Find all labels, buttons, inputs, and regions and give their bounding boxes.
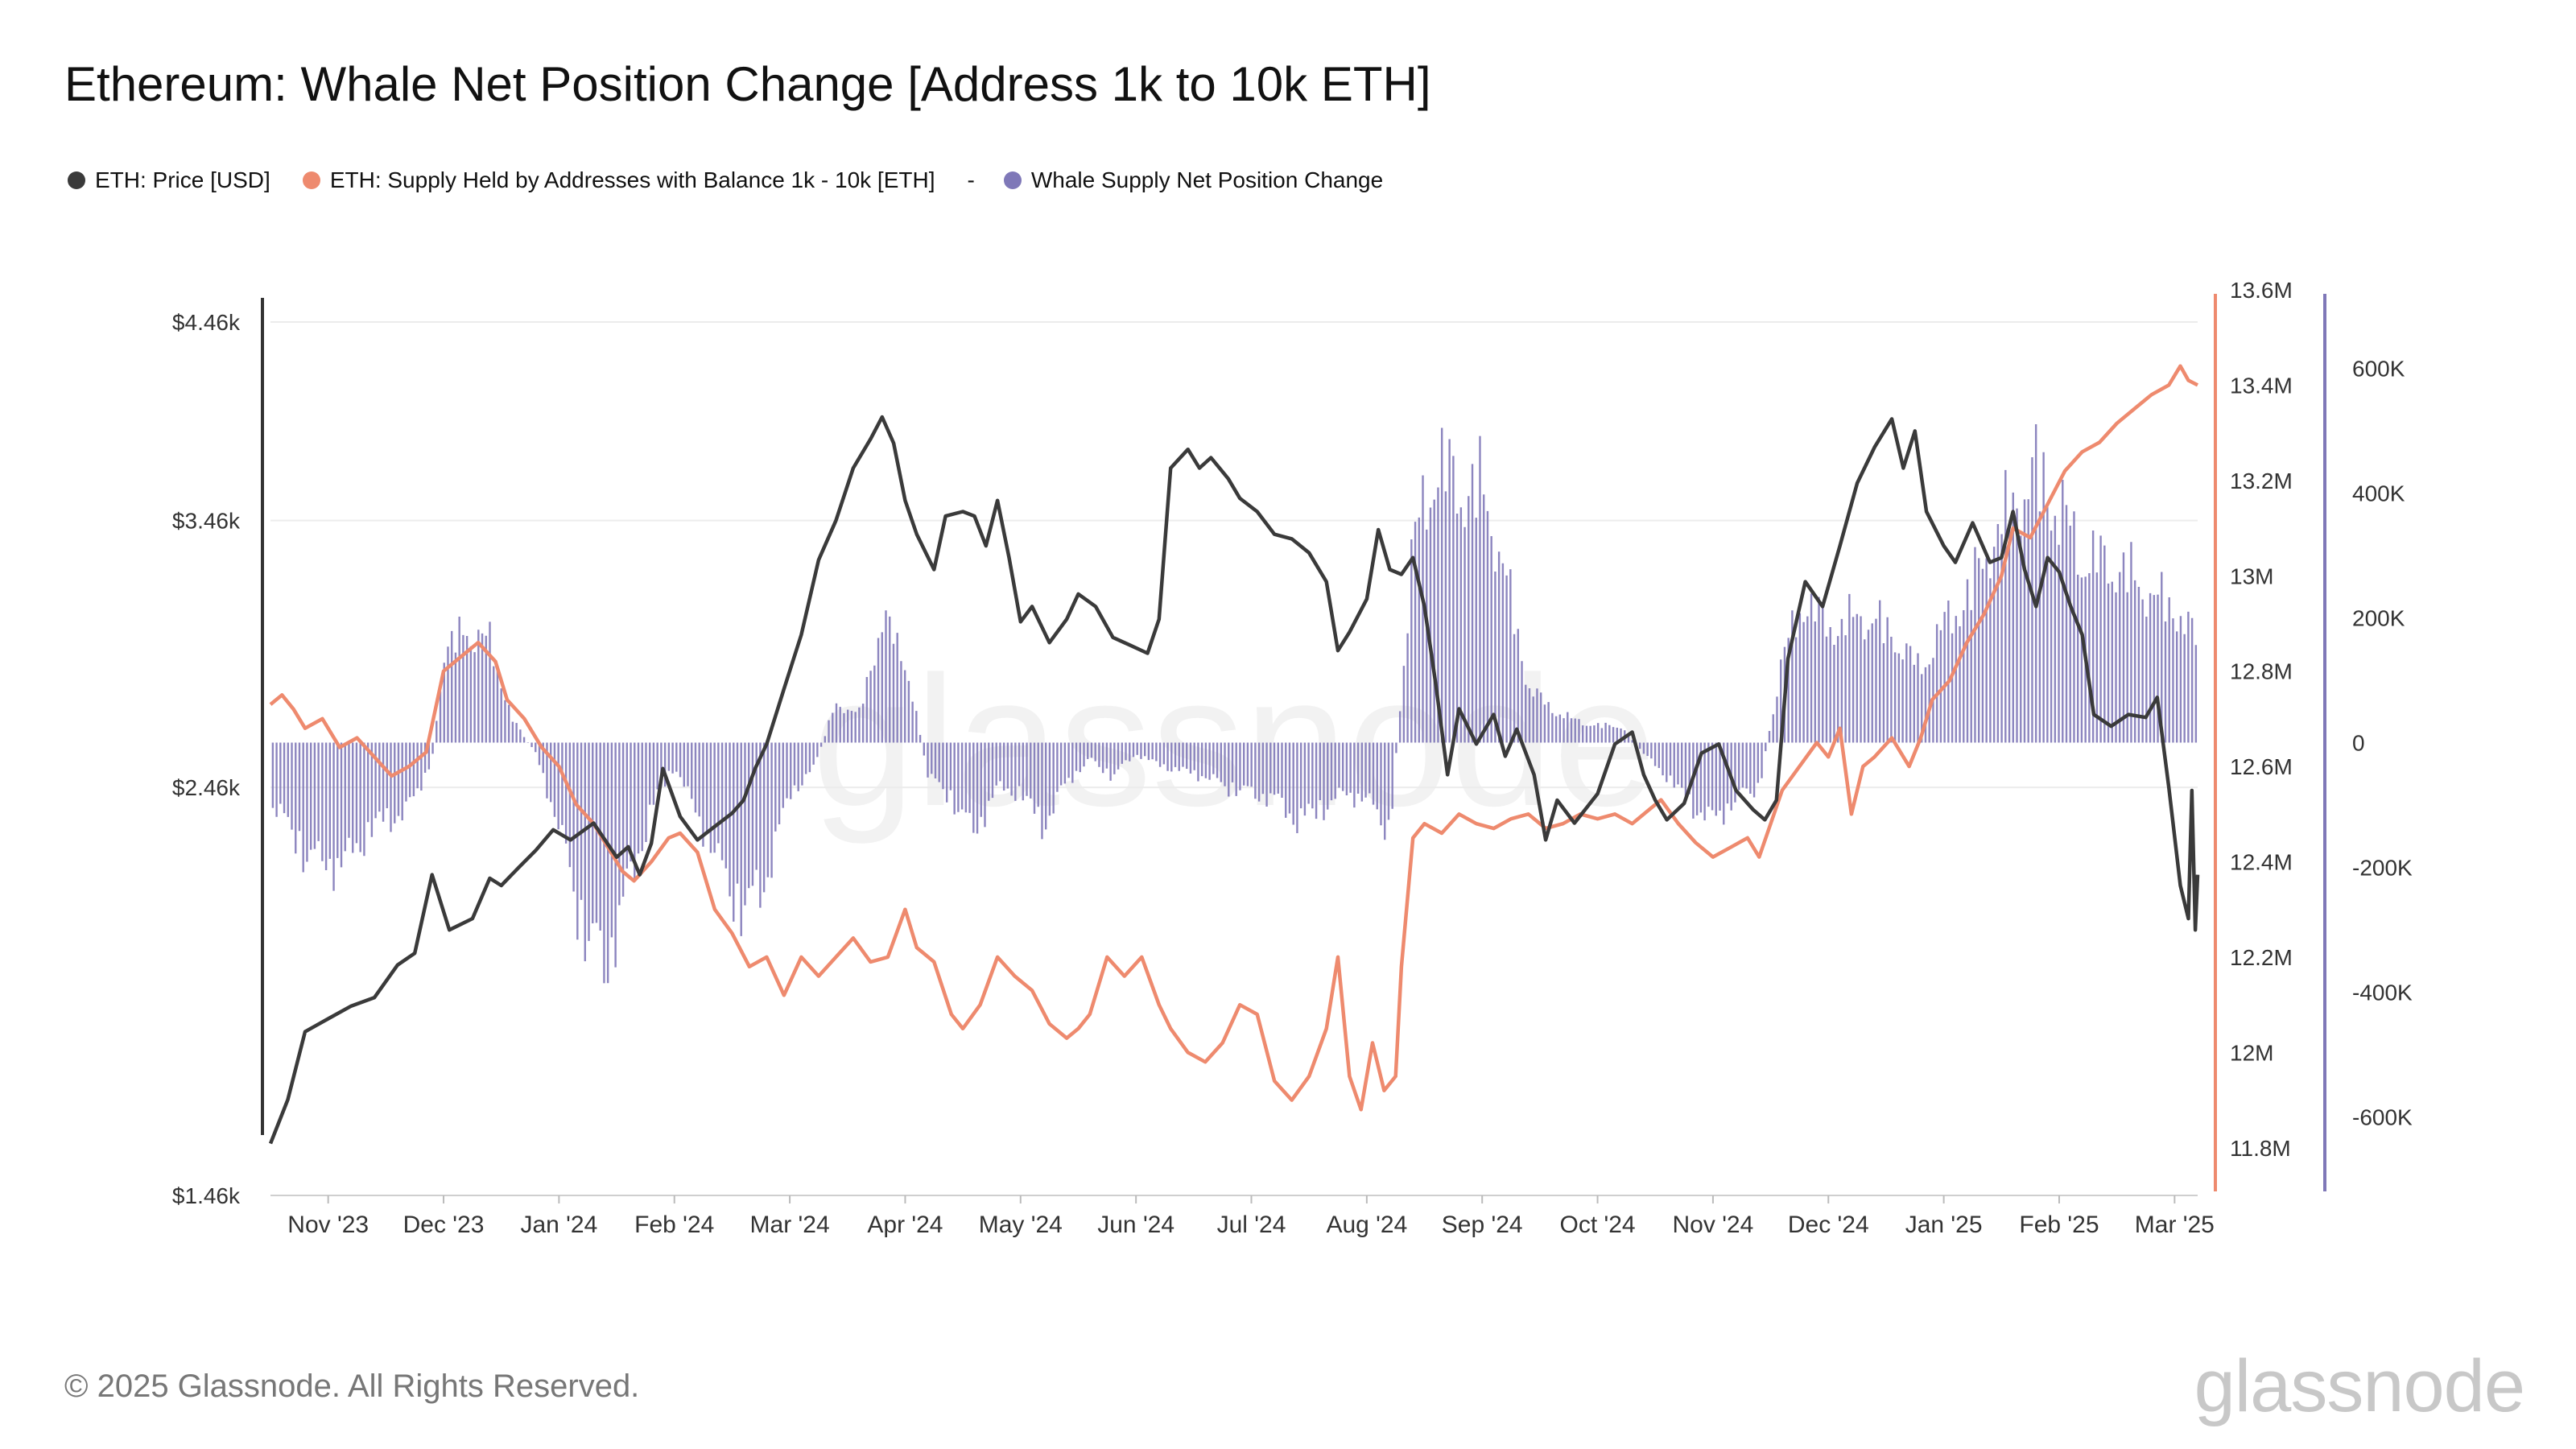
legend-dot-supply: [302, 171, 320, 189]
price-tick-label: $1.46k: [172, 1183, 241, 1208]
net-tick-label: 400K: [2352, 481, 2405, 506]
supply-tick-label: 13.6M: [2230, 278, 2293, 303]
supply-tick-label: 12M: [2230, 1040, 2273, 1065]
x-tick-label: Jul '24: [1217, 1212, 1286, 1238]
x-tick-label: Jan '25: [1905, 1212, 1983, 1238]
x-tick-label: Sep '24: [1442, 1212, 1523, 1238]
supply-tick-label: 12.6M: [2230, 754, 2293, 779]
copyright-footer: © 2025 Glassnode. All Rights Reserved.: [64, 1368, 640, 1404]
net-tick-label: -600K: [2352, 1105, 2413, 1130]
price-tick-label: $4.46k: [172, 310, 241, 335]
legend-label-net: Whale Supply Net Position Change: [1030, 167, 1384, 192]
x-tick-label: Apr '24: [867, 1212, 943, 1238]
legend-item-supply[interactable]: ETH: Supply Held by Addresses with Balan…: [302, 167, 935, 193]
supply-tick-label: 13.4M: [2230, 373, 2293, 398]
legend-item-price[interactable]: ETH: Price [USD]: [68, 167, 270, 193]
watermark-text: glassnode: [812, 638, 1657, 844]
supply-tick-label: 12.4M: [2230, 850, 2293, 875]
x-tick-label: Feb '24: [634, 1212, 714, 1238]
legend-label-price: ETH: Price [USD]: [95, 167, 270, 192]
x-tick-label: Mar '25: [2135, 1212, 2215, 1238]
price-tick-label: $3.46k: [172, 509, 241, 534]
supply-tick-label: 13.2M: [2230, 469, 2293, 493]
net-tick-label: -400K: [2352, 980, 2413, 1005]
legend-dot-net: [1003, 171, 1022, 189]
legend-label-supply: ETH: Supply Held by Addresses with Balan…: [329, 167, 935, 192]
x-tick-label: Jan '24: [520, 1212, 597, 1238]
supply-tick-label: 13M: [2230, 564, 2273, 588]
x-tick-label: Dec '24: [1788, 1212, 1869, 1238]
net-tick-label: 200K: [2352, 606, 2405, 631]
net-tick-label: 600K: [2352, 357, 2405, 382]
x-tick-label: Mar '24: [750, 1212, 830, 1238]
x-tick-label: Feb '25: [2019, 1212, 2099, 1238]
x-tick-label: Aug '24: [1326, 1212, 1407, 1238]
legend-item-net[interactable]: Whale Supply Net Position Change: [1003, 167, 1384, 193]
x-tick-label: Dec '23: [403, 1212, 485, 1238]
legend-separator: -: [967, 167, 975, 192]
legend-dot-price: [68, 171, 85, 189]
supply-tick-label: 12.2M: [2230, 945, 2293, 970]
x-tick-label: Nov '24: [1673, 1212, 1754, 1238]
glassnode-logo: glassnode: [2194, 1345, 2525, 1427]
x-tick-label: May '24: [979, 1212, 1063, 1238]
x-tick-label: Oct '24: [1560, 1212, 1636, 1238]
price-line: [268, 415, 2200, 1145]
x-tick-label: Jun '24: [1097, 1212, 1174, 1238]
chart-title: Ethereum: Whale Net Position Change [Add…: [64, 57, 1431, 111]
legend: ETH: Price [USD] ETH: Supply Held by Add…: [68, 167, 1415, 193]
x-tick-label: Nov '23: [287, 1212, 369, 1238]
price-tick-label: $2.46k: [172, 775, 241, 800]
supply-tick-label: 11.8M: [2230, 1136, 2291, 1161]
supply-tick-label: 12.8M: [2230, 659, 2293, 684]
net-tick-label: -200K: [2352, 856, 2413, 881]
net-tick-label: 0: [2352, 731, 2365, 756]
